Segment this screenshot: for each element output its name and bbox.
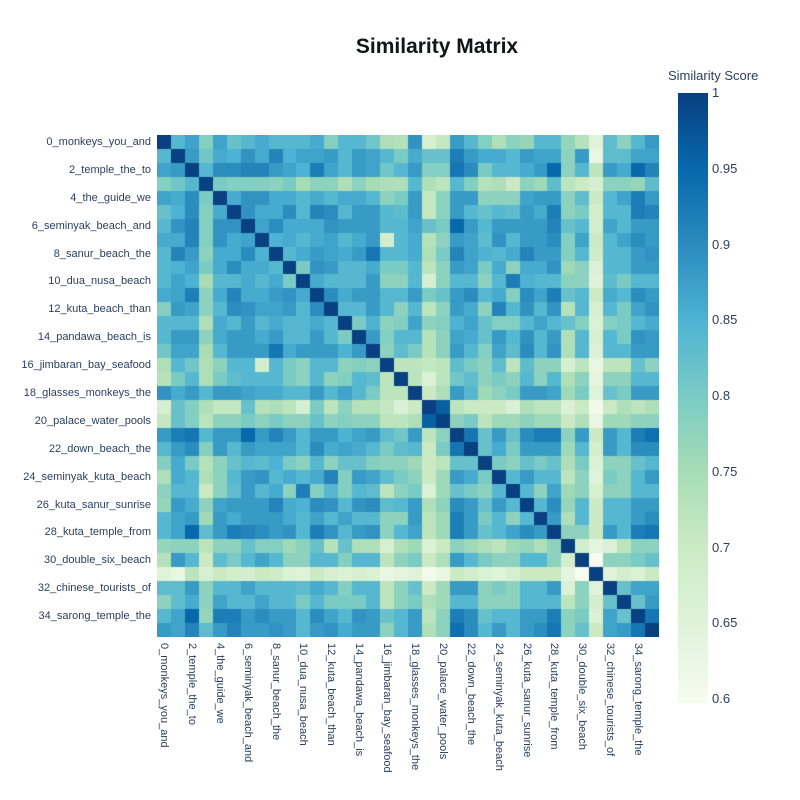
x-tick-label: 24_seminyak_kuta_beach xyxy=(492,643,505,771)
x-tick-label: 18_glasses_monkeys_the xyxy=(408,643,421,771)
y-tick-label: 6_seminyak_beach_and xyxy=(31,219,151,232)
y-tick-label: 8_sanur_beach_the xyxy=(53,247,151,260)
colorbar-tick-label: 0.7 xyxy=(712,539,731,555)
y-tick-label: 2_temple_the_to xyxy=(69,163,151,176)
x-tick-label: 32_chinese_tourists_of xyxy=(604,643,617,757)
y-tick-label: 0_monkeys_you_and xyxy=(46,135,151,148)
x-tick-label: 8_sanur_beach_the xyxy=(269,643,282,741)
x-tick-label: 22_down_beach_the xyxy=(464,643,477,746)
colorbar-title: Similarity Score xyxy=(668,68,759,83)
y-tick-label: 28_kuta_temple_from xyxy=(44,526,151,539)
colorbar-tick-label: 0.65 xyxy=(712,615,738,631)
x-tick-label: 20_palace_water_pools xyxy=(436,643,449,760)
x-tick-label: 34_sarong_temple_the xyxy=(632,643,645,756)
colorbar-tick-label: 0.85 xyxy=(712,312,738,328)
chart-title: Similarity Matrix xyxy=(355,35,519,58)
x-tick-label: 4_the_guide_we xyxy=(213,643,226,724)
colorbar-tick-label: 0.95 xyxy=(712,160,738,176)
x-tick-label: 12_kuta_beach_than xyxy=(325,643,338,746)
x-tick-label: 10_dua_nusa_beach xyxy=(297,643,310,746)
y-tick-label: 14_pandawa_beach_is xyxy=(37,331,151,344)
colorbar-tick-label: 0.75 xyxy=(712,463,738,479)
x-tick-label: 28_kuta_temple_from xyxy=(548,643,561,750)
x-tick-label: 26_kuta_sanur_sunrise xyxy=(520,643,533,758)
x-tick-label: 14_pandawa_beach_is xyxy=(353,643,366,757)
y-tick-label: 30_double_six_beach xyxy=(43,554,151,567)
y-tick-label: 22_down_beach_the xyxy=(48,442,151,455)
y-tick-label: 10_dua_nusa_beach xyxy=(48,275,151,288)
y-tick-label: 24_seminyak_kuta_beach xyxy=(23,470,151,483)
x-tick-label: 2_temple_the_to xyxy=(185,643,198,725)
x-tick-label: 30_double_six_beach xyxy=(576,643,589,751)
colorbar-tick-label: 1 xyxy=(712,85,720,100)
x-tick-label: 0_monkeys_you_and xyxy=(157,643,170,748)
colorbar-gradient xyxy=(678,93,708,703)
y-tick-label: 4_the_guide_we xyxy=(70,191,151,204)
heatmap-canvas[interactable] xyxy=(157,135,659,637)
y-tick-label: 32_chinese_tourists_of xyxy=(37,582,151,595)
y-tick-label: 12_kuta_beach_than xyxy=(48,303,151,316)
colorbar-tick-label: 0.6 xyxy=(712,691,731,707)
y-tick-label: 26_kuta_sanur_sunrise xyxy=(36,498,151,511)
colorbar-tick-label: 0.9 xyxy=(712,236,731,252)
x-tick-label: 6_seminyak_beach_and xyxy=(241,643,254,763)
colorbar-tick-label: 0.8 xyxy=(712,388,731,404)
y-tick-label: 20_palace_water_pools xyxy=(34,414,151,427)
y-tick-label: 18_glasses_monkeys_the xyxy=(23,386,151,399)
y-tick-label: 16_jimbaran_bay_seafood xyxy=(21,359,151,372)
x-tick-label: 16_jimbaran_bay_seafood xyxy=(381,643,394,773)
y-tick-label: 34_sarong_temple_the xyxy=(38,610,151,623)
